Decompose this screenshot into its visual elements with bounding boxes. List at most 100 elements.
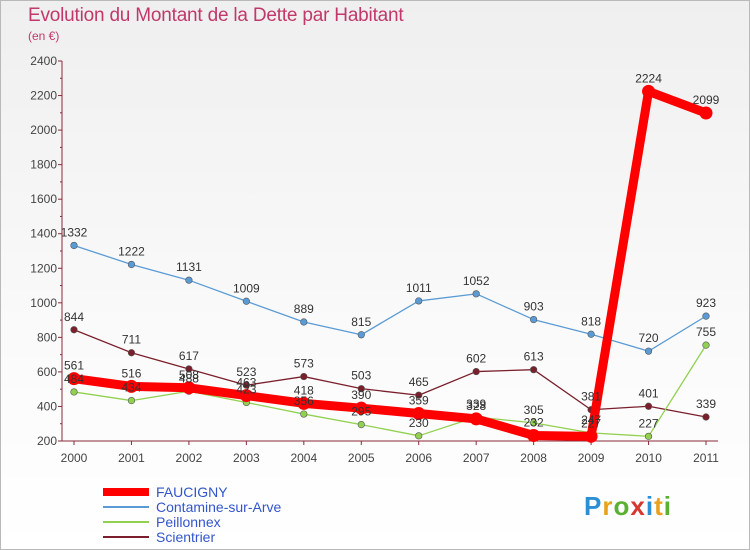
data-label: 617 <box>179 349 199 363</box>
data-point <box>644 402 653 410</box>
x-tick-label: 2005 <box>348 451 375 465</box>
data-point <box>530 366 538 374</box>
legend-label: Scientrier <box>156 529 216 545</box>
x-tick-label: 2004 <box>290 451 317 465</box>
y-tick-label: 2200 <box>30 89 57 103</box>
data-point <box>472 367 480 376</box>
data-point <box>472 290 480 298</box>
data-point <box>70 241 78 250</box>
data-label: 356 <box>294 394 314 408</box>
data-label: 390 <box>351 388 371 402</box>
data-point <box>357 385 365 393</box>
brand-logo: Proxiti <box>584 491 672 521</box>
y-tick-label: 1200 <box>30 261 57 275</box>
y-tick-label: 400 <box>37 399 57 413</box>
data-label: 295 <box>351 405 371 419</box>
data-label: 1332 <box>61 225 88 239</box>
y-tick-label: 1000 <box>30 296 57 310</box>
data-point <box>242 381 250 389</box>
data-label: 1009 <box>233 281 260 295</box>
data-label: 423 <box>236 382 256 396</box>
data-label: 523 <box>236 365 256 379</box>
data-point <box>124 379 138 393</box>
data-point <box>415 297 423 305</box>
x-tick-label: 2000 <box>61 451 88 465</box>
data-point <box>239 389 253 403</box>
data-point <box>469 412 483 426</box>
legend-label: Contamine-sur-Arve <box>156 499 282 515</box>
data-point <box>182 381 196 395</box>
data-label: 844 <box>64 310 84 324</box>
data-label: 602 <box>466 352 486 366</box>
data-label: 401 <box>639 386 659 400</box>
data-point <box>415 391 423 399</box>
x-tick-label: 2009 <box>578 451 605 465</box>
data-label: 1131 <box>176 260 202 274</box>
data-label: 232 <box>524 415 544 429</box>
data-point <box>127 349 136 357</box>
data-label: 1011 <box>406 281 432 295</box>
data-point <box>527 428 541 442</box>
x-tick-label: 2002 <box>176 451 203 465</box>
data-label: 484 <box>64 372 84 386</box>
data-point <box>357 331 365 339</box>
x-tick-label: 2001 <box>118 451 145 465</box>
data-label: 503 <box>351 369 371 383</box>
data-point <box>584 429 598 443</box>
data-label: 381 <box>581 390 601 404</box>
data-point <box>412 407 426 421</box>
data-label: 463 <box>236 376 256 390</box>
data-point <box>185 365 193 373</box>
data-label: 755 <box>696 325 716 339</box>
data-point <box>702 312 710 320</box>
series-line <box>73 344 707 437</box>
data-point <box>415 432 423 440</box>
data-point <box>67 372 81 386</box>
data-label: 2099 <box>693 93 720 107</box>
data-label: 418 <box>294 383 314 397</box>
legend-label: FAUCIGNY <box>156 484 228 500</box>
series-line <box>69 86 711 441</box>
data-label: 247 <box>581 413 601 427</box>
data-point <box>300 410 308 418</box>
x-tick-label: 2007 <box>463 451 490 465</box>
data-point <box>357 420 365 429</box>
x-tick-label: 2011 <box>693 451 719 465</box>
data-label: 230 <box>409 416 429 430</box>
y-tick-label: 1800 <box>30 158 57 172</box>
x-tick-label: 2006 <box>405 451 432 465</box>
y-tick-label: 600 <box>37 365 57 379</box>
data-point <box>70 388 78 396</box>
data-label: 720 <box>639 331 659 345</box>
data-label: 818 <box>581 314 601 328</box>
data-point <box>702 341 710 349</box>
data-point <box>587 330 595 338</box>
data-point <box>530 315 538 324</box>
data-point <box>70 326 78 334</box>
data-label: 488 <box>179 371 199 385</box>
data-point <box>242 297 250 305</box>
data-label: 815 <box>351 315 371 329</box>
data-label: 305 <box>524 403 544 417</box>
data-label: 711 <box>122 333 141 347</box>
data-point <box>127 396 136 405</box>
data-point <box>300 372 308 381</box>
chart-title: Evolution du Montant de la Dette par Hab… <box>28 5 404 26</box>
data-label: 573 <box>294 357 314 371</box>
data-label: 613 <box>524 350 544 364</box>
data-label: 923 <box>696 296 716 310</box>
data-label: 903 <box>524 300 544 314</box>
data-point <box>699 106 713 120</box>
data-label: 339 <box>696 397 716 411</box>
data-label: 359 <box>409 394 429 408</box>
x-tick-label: 2010 <box>635 451 662 465</box>
y-tick-label: 200 <box>37 434 57 448</box>
data-point <box>642 84 656 98</box>
data-label: 889 <box>294 302 314 316</box>
x-tick-label: 2008 <box>520 451 547 465</box>
data-label: 465 <box>409 375 429 389</box>
data-point <box>530 419 538 427</box>
data-point <box>354 401 368 415</box>
